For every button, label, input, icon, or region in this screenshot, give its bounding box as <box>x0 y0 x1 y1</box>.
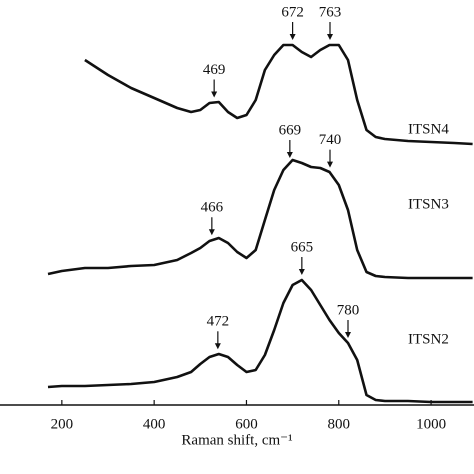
spectrum-line <box>47 158 473 280</box>
annotation-arrowhead <box>286 152 293 158</box>
x-axis-label: Raman shift, cm⁻¹ <box>181 432 292 448</box>
annotation-label: 780 <box>337 302 360 318</box>
annotation-arrowhead <box>208 229 215 236</box>
spectrum-line <box>84 43 473 146</box>
annotation-label: 469 <box>203 62 226 78</box>
x-tick-label: 600 <box>235 416 258 432</box>
spectrum-line <box>47 278 473 404</box>
annotation-arrowhead <box>298 269 305 275</box>
annotation-label: 740 <box>319 132 342 148</box>
annotation-arrowhead <box>214 343 221 350</box>
series-label: ITSN3 <box>408 196 449 212</box>
annotation-arrowhead <box>345 332 351 338</box>
annotation-label: 669 <box>279 122 302 138</box>
x-tick-label: 1000 <box>416 416 446 432</box>
x-tick-label: 200 <box>51 416 74 432</box>
series-label: ITSN4 <box>408 121 449 137</box>
annotation-label: 472 <box>207 314 230 330</box>
x-tick-label: 800 <box>328 416 351 432</box>
annotation-label: 763 <box>319 4 342 20</box>
annotation-arrowhead <box>289 34 296 40</box>
annotation-label: 672 <box>281 4 304 20</box>
annotation-arrowhead <box>327 161 333 168</box>
x-tick-label: 400 <box>143 416 166 432</box>
annotation-label: 466 <box>201 200 224 216</box>
series-label: ITSN2 <box>408 331 449 347</box>
annotation-label: 665 <box>291 239 314 255</box>
annotation-arrowhead <box>327 34 333 40</box>
annotation-arrowhead <box>211 91 218 98</box>
